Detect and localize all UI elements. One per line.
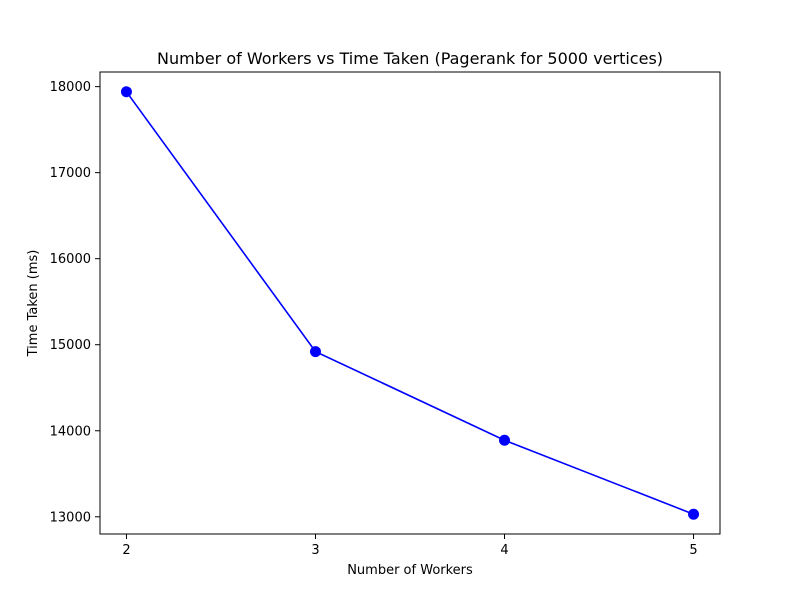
x-tick-label: 5 (689, 543, 697, 558)
series-layer (120, 86, 700, 520)
data-point (309, 346, 321, 358)
y-axis-ticks: 13000 14000 15000 16000 17000 18000 (50, 80, 100, 525)
series-line (125, 91, 694, 515)
data-point (120, 86, 132, 98)
y-tick-label: 14000 (50, 424, 91, 439)
y-tick-label: 16000 (50, 252, 91, 267)
x-tick-label: 3 (311, 543, 319, 558)
y-tick-label: 17000 (50, 166, 91, 181)
y-tick-label: 15000 (50, 338, 91, 353)
data-point (688, 508, 700, 520)
chart-title: Number of Workers vs Time Taken (Pageran… (157, 49, 663, 68)
data-point (499, 434, 511, 446)
x-axis-label: Number of Workers (347, 563, 473, 578)
x-tick-label: 4 (500, 543, 508, 558)
plot-area-frame (99, 71, 721, 535)
y-tick-label: 18000 (50, 80, 91, 95)
y-axis-label: Time Taken (ms) (26, 250, 41, 358)
x-axis-ticks: 2 3 4 5 (122, 534, 698, 558)
x-tick-label: 2 (122, 543, 130, 558)
y-tick-label: 13000 (50, 510, 91, 525)
